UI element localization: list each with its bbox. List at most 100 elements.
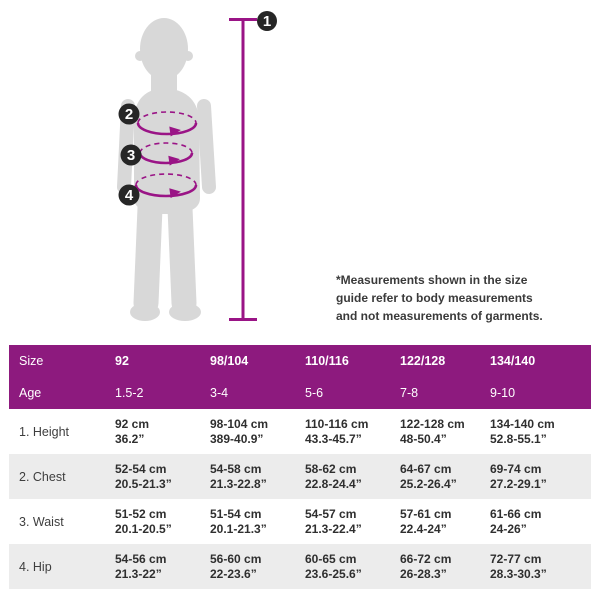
age-5: 9-10 (490, 386, 516, 400)
cell-in: 21.3-22” (115, 566, 162, 581)
cell-in: 36.2” (115, 431, 145, 446)
cell-cm: 69-74 cm (490, 461, 542, 476)
height-measure-line (229, 18, 257, 321)
age-1: 1.5-2 (115, 386, 144, 400)
age-4: 7-8 (400, 386, 419, 400)
cell-in: 22.4-24” (400, 521, 447, 536)
cell-in: 27.2-29.1” (490, 476, 547, 491)
marker-3-badge: 3 (120, 144, 142, 166)
note-line-2: guide refer to body measurements (336, 291, 533, 305)
waist-arrowhead-icon (168, 155, 180, 166)
size-92: 92 (115, 354, 129, 368)
cell-in: 20.5-21.3” (115, 476, 172, 491)
marker-4-badge: 4 (118, 184, 140, 206)
height-cell-4: 122-128 cm 48-50.4” (390, 417, 480, 447)
height-cell-1: 92 cm 36.2” (105, 417, 200, 447)
cell-cm: 60-65 cm (305, 551, 357, 566)
waist-cell-4: 57-61 cm 22.4-24” (390, 507, 480, 537)
waist-cell-1: 51-52 cm 20.1-20.5” (105, 507, 200, 537)
row-label-chest: 2. Chest (19, 469, 66, 484)
cell-cm: 54-56 cm (115, 551, 167, 566)
marker-3-label: 3 (127, 147, 135, 164)
cell-cm: 92 cm (115, 416, 150, 431)
hip-cell-3: 60-65 cm 23.6-25.6” (295, 552, 390, 582)
silhouette-right-arm (197, 99, 216, 194)
cell-in: 22.8-24.4” (305, 476, 362, 491)
cell-in: 22-23.6” (210, 566, 257, 581)
age-header-row: Age 1.5-2 3-4 5-6 7-8 9-10 (9, 377, 591, 409)
size-header-row: Size 92 98/104 110/116 122/128 134/140 (9, 345, 591, 377)
cell-in: 389-40.9” (210, 431, 264, 446)
table-row-height: 1. Height 92 cm 36.2” 98-104 cm 389-40.9… (9, 409, 591, 454)
marker-1-label: 1 (263, 13, 271, 30)
table-row-chest: 2. Chest 52-54 cm 20.5-21.3” 54-58 cm 21… (9, 454, 591, 499)
chest-cell-1: 52-54 cm 20.5-21.3” (105, 462, 200, 492)
height-cell-2: 98-104 cm 389-40.9” (200, 417, 295, 447)
chest-arrowhead-icon (169, 126, 181, 137)
measurement-note: *Measurements shown in the size guide re… (336, 271, 543, 325)
waist-measure-ellipse (138, 142, 194, 166)
cell-in: 21.3-22.4” (305, 521, 362, 536)
cell-in: 23.6-25.6” (305, 566, 362, 581)
marker-1-badge: 1 (257, 11, 277, 31)
silhouette-left-foot (130, 303, 160, 321)
marker-2-badge: 2 (118, 103, 140, 125)
silhouette-right-leg (167, 195, 197, 316)
table-header: Size 92 98/104 110/116 122/128 134/140 A… (9, 345, 591, 409)
size-row-label: Size (19, 354, 44, 368)
cell-cm: 54-58 cm (210, 461, 262, 476)
chest-measure-ellipse (136, 111, 198, 137)
cell-in: 43.3-45.7” (305, 431, 362, 446)
cell-cm: 51-54 cm (210, 506, 262, 521)
waist-cell-5: 61-66 cm 24-26” (480, 507, 591, 537)
cell-cm: 72-77 cm (490, 551, 542, 566)
cell-in: 20.1-20.5” (115, 521, 172, 536)
marker-4-label: 4 (125, 187, 134, 204)
height-cell-3: 110-116 cm 43.3-45.7” (295, 417, 390, 447)
chest-cell-5: 69-74 cm 27.2-29.1” (480, 462, 591, 492)
silhouette-right-foot (169, 303, 201, 321)
waist-cell-3: 54-57 cm 21.3-22.4” (295, 507, 390, 537)
cell-cm: 56-60 cm (210, 551, 262, 566)
cell-cm: 51-52 cm (115, 506, 167, 521)
cell-cm: 61-66 cm (490, 506, 542, 521)
hip-cell-2: 56-60 cm 22-23.6” (200, 552, 295, 582)
chest-cell-4: 64-67 cm 25.2-26.4” (390, 462, 480, 492)
size-122-128: 122/128 (400, 354, 446, 368)
size-134-140: 134/140 (490, 354, 536, 368)
cell-cm: 98-104 cm (210, 416, 269, 431)
cell-in: 20.1-21.3” (210, 521, 267, 536)
cell-cm: 64-67 cm (400, 461, 452, 476)
row-label-waist: 3. Waist (19, 514, 64, 529)
silhouette-torso (134, 88, 200, 214)
cell-in: 24-26” (490, 521, 527, 536)
cell-in: 25.2-26.4” (400, 476, 457, 491)
cell-cm: 57-61 cm (400, 506, 452, 521)
chest-cell-3: 58-62 cm 22.8-24.4” (295, 462, 390, 492)
silhouette-head (140, 18, 188, 80)
cell-cm: 52-54 cm (115, 461, 167, 476)
child-silhouette (117, 18, 216, 321)
age-3: 5-6 (305, 386, 324, 400)
row-label-height: 1. Height (19, 424, 70, 439)
chest-cell-2: 54-58 cm 21.3-22.8” (200, 462, 295, 492)
row-label-hip: 4. Hip (19, 559, 52, 574)
cell-cm: 122-128 cm (400, 416, 465, 431)
silhouette-left-leg (133, 195, 163, 316)
size-table: Size 92 98/104 110/116 122/128 134/140 A… (9, 345, 591, 589)
table-row-waist: 3. Waist 51-52 cm 20.1-20.5” 51-54 cm 20… (9, 499, 591, 544)
note-line-3: and not measurements of garments. (336, 309, 543, 323)
age-row-label: Age (19, 386, 42, 400)
table-row-hip: 4. Hip 54-56 cm 21.3-22” 56-60 cm 22-23.… (9, 544, 591, 589)
cell-in: 28.3-30.3” (490, 566, 547, 581)
hip-cell-5: 72-77 cm 28.3-30.3” (480, 552, 591, 582)
size-guide-figure: 1 2 3 4 (117, 11, 277, 321)
note-line-1: *Measurements shown in the size (336, 273, 528, 287)
size-110-116: 110/116 (305, 354, 349, 368)
marker-2-label: 2 (125, 106, 133, 123)
hip-cell-4: 66-72 cm 26-28.3” (390, 552, 480, 582)
age-2: 3-4 (210, 386, 229, 400)
size-98-104: 98/104 (210, 354, 249, 368)
cell-cm: 54-57 cm (305, 506, 357, 521)
cell-in: 52.8-55.1” (490, 431, 547, 446)
